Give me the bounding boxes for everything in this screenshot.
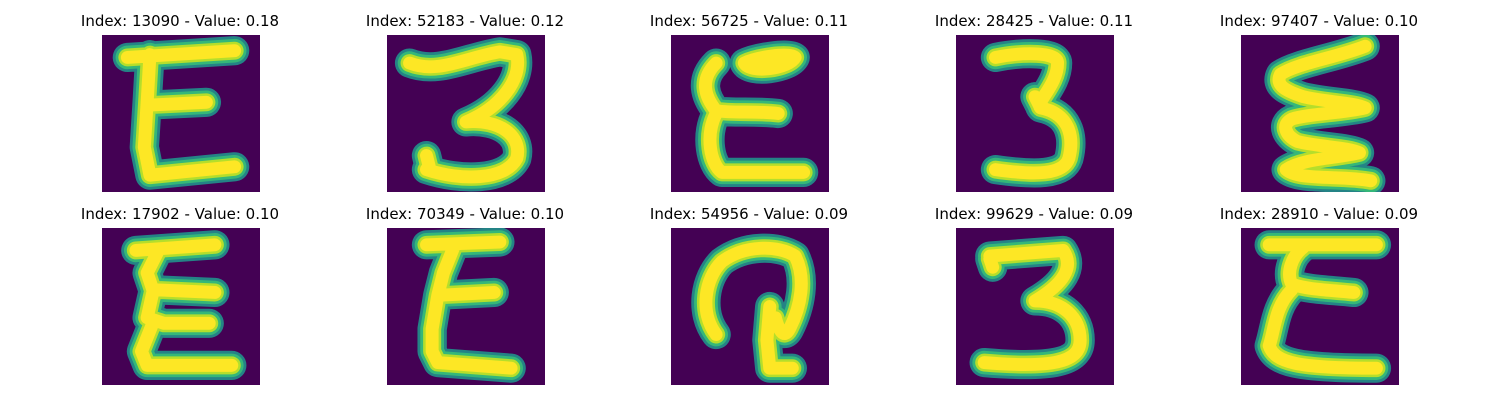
panel-title: Index: 99629 - Value: 0.09	[934, 205, 1134, 223]
panel-10: Index: 28910 - Value: 0.09	[1189, 205, 1449, 395]
digit-image	[671, 228, 829, 385]
digit-image	[102, 228, 260, 385]
panel-title: Index: 28425 - Value: 0.11	[934, 12, 1134, 30]
panel-6: Index: 17902 - Value: 0.10	[50, 205, 310, 395]
digit-stroke	[699, 48, 811, 179]
panel-2: Index: 52183 - Value: 0.12	[335, 12, 595, 202]
digit-stroke	[1262, 238, 1383, 375]
digit-drawing	[394, 37, 533, 192]
digit-stroke	[129, 238, 239, 372]
digit-drawing	[112, 36, 250, 190]
digit-drawing	[121, 230, 247, 380]
panel-8: Index: 54956 - Value: 0.09	[619, 205, 879, 395]
digit-drawing	[969, 235, 1095, 380]
digit-stroke	[977, 243, 1087, 371]
panel-3: Index: 56725 - Value: 0.11	[619, 12, 879, 202]
digit-image	[956, 228, 1114, 385]
panel-7: Index: 70349 - Value: 0.10	[335, 205, 595, 395]
digit-stroke	[420, 235, 518, 375]
digit-drawing	[1264, 35, 1386, 192]
digit-drawing	[1254, 230, 1392, 383]
digit-stroke	[699, 241, 808, 375]
panel-title: Index: 97407 - Value: 0.10	[1219, 12, 1419, 30]
panel-title: Index: 17902 - Value: 0.10	[80, 205, 280, 223]
digit-stroke	[403, 45, 525, 184]
digit-image	[671, 35, 829, 192]
panel-1: Index: 13090 - Value: 0.18	[50, 12, 310, 202]
digit-image	[387, 35, 545, 192]
panel-9: Index: 99629 - Value: 0.09	[904, 205, 1164, 395]
panel-title: Index: 56725 - Value: 0.11	[649, 12, 849, 30]
panel-title: Index: 52183 - Value: 0.12	[365, 12, 565, 30]
panel-title: Index: 28910 - Value: 0.09	[1219, 205, 1419, 223]
digit-stroke	[989, 47, 1078, 180]
digit-image	[1241, 228, 1399, 385]
digit-drawing	[980, 39, 1086, 188]
panel-4: Index: 28425 - Value: 0.11	[904, 12, 1164, 202]
panel-title: Index: 70349 - Value: 0.10	[365, 205, 565, 223]
panel-5: Index: 97407 - Value: 0.10	[1189, 12, 1449, 202]
digit-drawing	[691, 233, 816, 383]
panel-title: Index: 54956 - Value: 0.09	[649, 205, 849, 223]
digit-image	[956, 35, 1114, 192]
panel-title: Index: 13090 - Value: 0.18	[80, 12, 280, 30]
digit-drawing	[690, 40, 819, 187]
digit-drawing	[411, 228, 526, 383]
digit-image	[387, 228, 545, 385]
digit-image	[1241, 35, 1399, 192]
digit-stroke	[1272, 39, 1378, 188]
digit-stroke	[120, 44, 242, 182]
digit-image	[102, 35, 260, 192]
